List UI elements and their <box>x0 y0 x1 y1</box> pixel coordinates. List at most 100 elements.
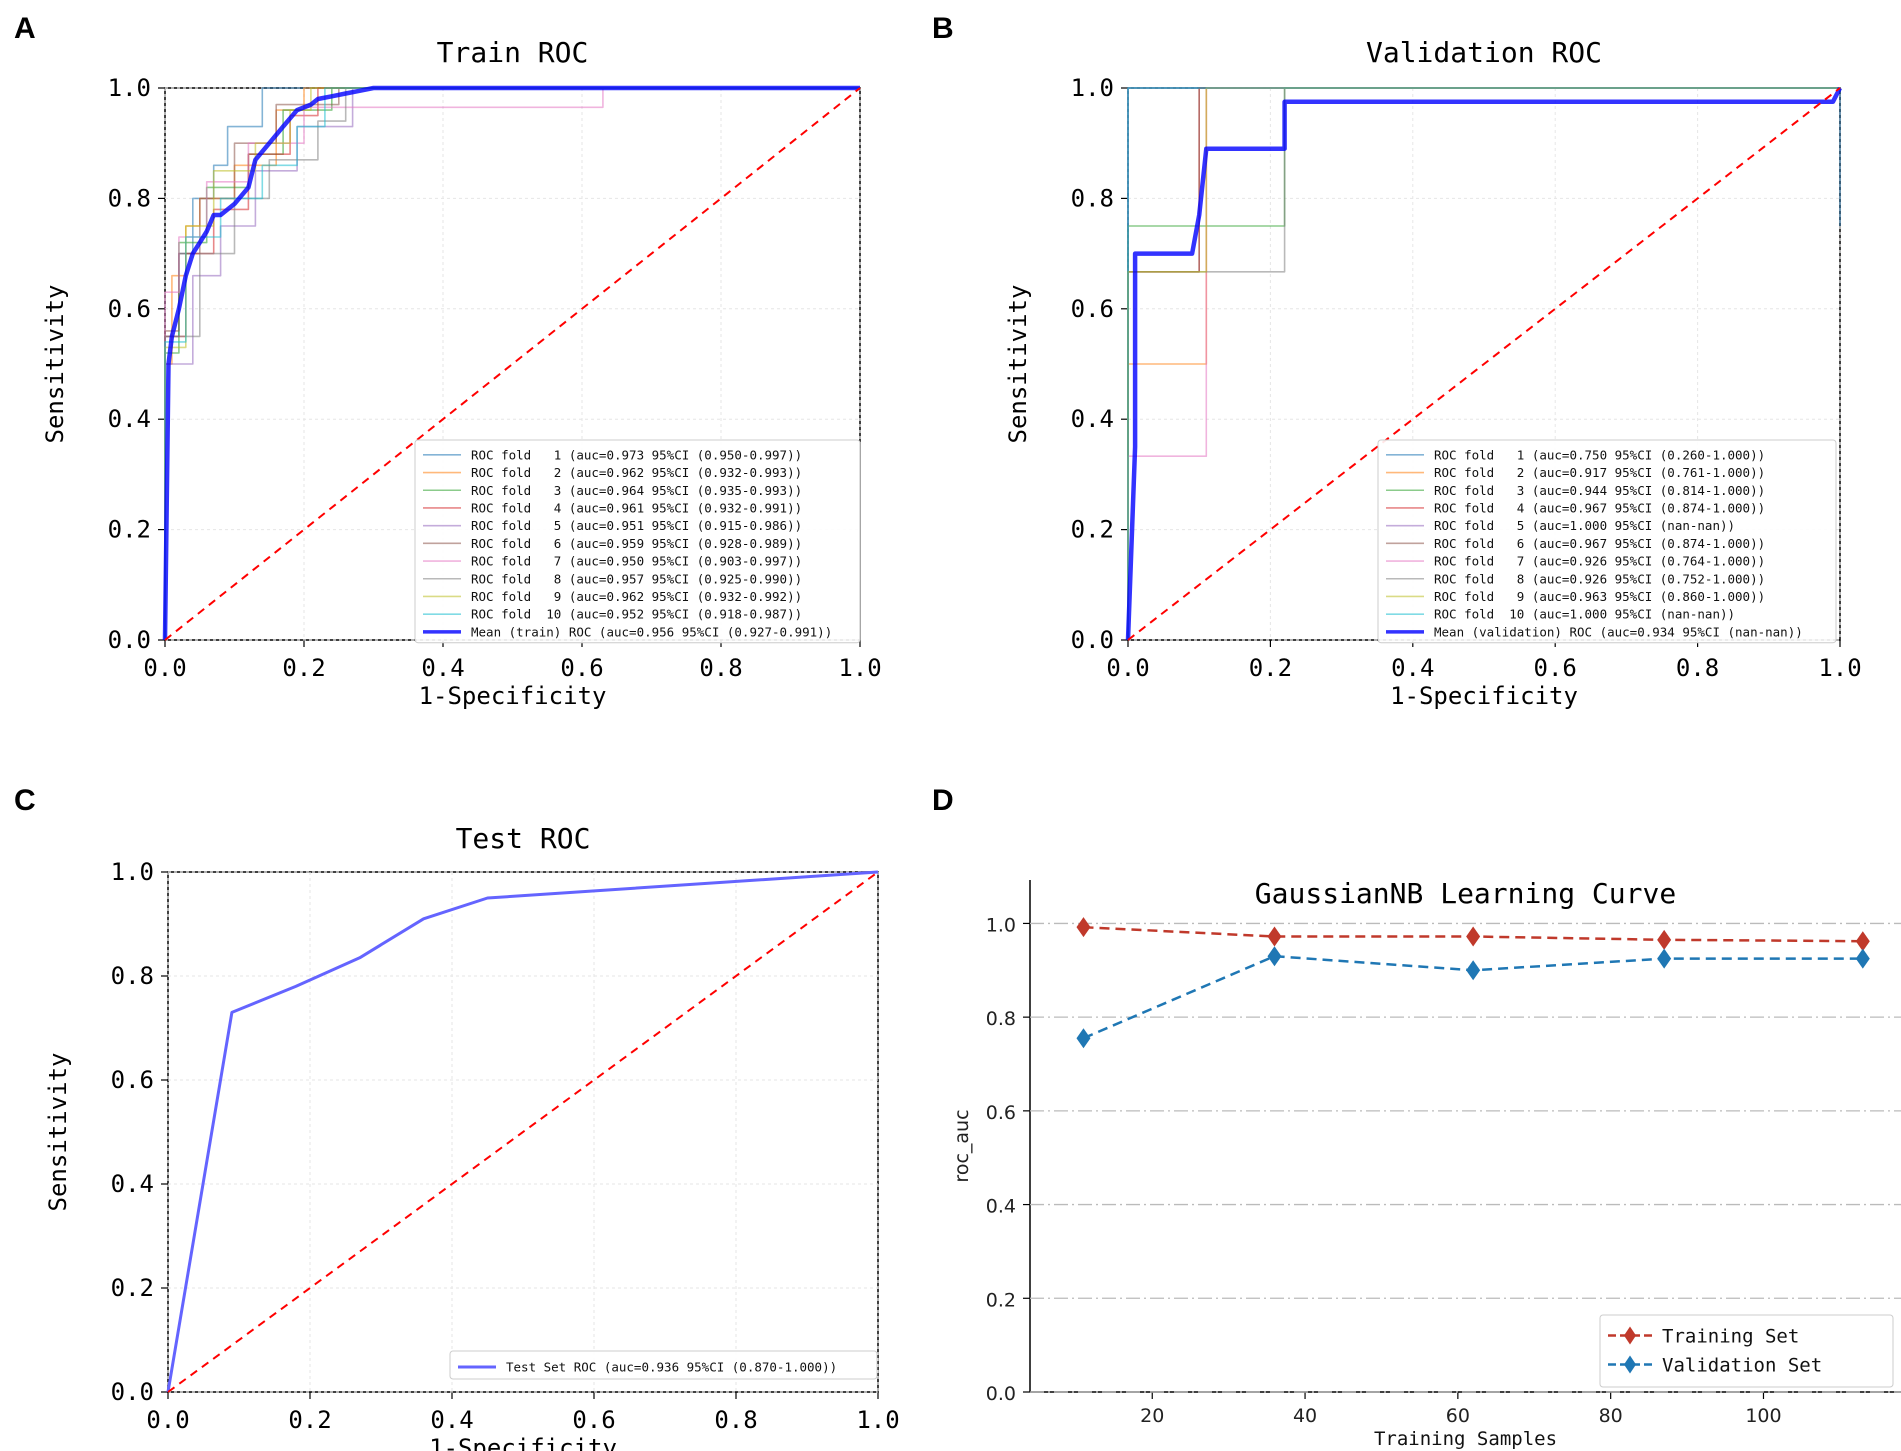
legend-box <box>1377 439 1837 644</box>
data-point-marker <box>1267 946 1282 967</box>
legend-entry-label: ROC fold 2 (auc=0.962 95%CI (0.932-0.993… <box>471 465 802 480</box>
x-tick-label: 0.0 <box>143 654 186 682</box>
legend-entry-label: Training Set <box>1662 1326 1799 1348</box>
y-tick-label: 1.0 <box>986 914 1016 936</box>
y-tick-label: 0.0 <box>111 1378 154 1406</box>
x-tick-label: 0.4 <box>421 654 464 682</box>
legend-entry-label: ROC fold 7 (auc=0.950 95%CI (0.903-0.997… <box>471 554 802 569</box>
chance-line <box>167 871 879 1393</box>
y-tick-label: 0.8 <box>108 184 151 212</box>
panel-letter-d: D <box>932 784 954 817</box>
data-point-marker <box>1466 926 1481 947</box>
legend-box <box>1599 1314 1894 1388</box>
data-point-marker <box>1855 948 1870 969</box>
chart-title: Train ROC <box>437 36 589 69</box>
chance-line <box>1127 87 1841 641</box>
y-tick-label: 0.2 <box>111 1274 154 1302</box>
legend-entry-label: ROC fold 10 (auc=0.952 95%CI (0.918-0.98… <box>471 607 802 622</box>
x-tick-label: 0.8 <box>1676 654 1719 682</box>
validation-roc-chart: Validation ROC 0.0 0.2 0.4 0.6 0.8 1.0 0.0 0.2 0.… <box>1004 36 1862 710</box>
legend-entry-label: ROC fold 3 (auc=0.964 95%CI (0.935-0.993… <box>471 483 802 498</box>
x-tick-label: 0.8 <box>699 654 742 682</box>
legend-entry-label: ROC fold 8 (auc=0.926 95%CI (0.752-1.000… <box>1434 571 1765 586</box>
panel-letter-b: B <box>932 12 954 45</box>
y-tick-label: 0.8 <box>986 1008 1016 1030</box>
x-tick-label: 0.0 <box>146 1406 189 1434</box>
mean-roc-line <box>162 85 860 641</box>
legend-entry-label: ROC fold 5 (auc=0.951 95%CI (0.915-0.986… <box>471 518 802 533</box>
y-axis-label: Sensitivity <box>44 1053 72 1212</box>
chance-line <box>164 87 861 641</box>
y-tick-label: 0.6 <box>1071 295 1114 323</box>
x-tick-label: 1.0 <box>1818 654 1861 682</box>
data-point-marker <box>1076 1028 1091 1049</box>
legend-entry-label: ROC fold 5 (auc=1.000 95%CI (nan-nan)) <box>1434 518 1735 533</box>
legend-entry-label: Test Set ROC (auc=0.936 95%CI (0.870-1.0… <box>506 1360 837 1375</box>
test-roc-line <box>166 870 879 1393</box>
x-tick-label: 20 <box>1140 1405 1164 1427</box>
x-tick-label: 0.6 <box>560 654 603 682</box>
y-tick-label: 0.6 <box>111 1066 154 1094</box>
y-tick-label: 0.4 <box>1071 405 1114 433</box>
legend-entry-label: Validation Set <box>1662 1355 1822 1377</box>
legend-entry-label: ROC fold 7 (auc=0.926 95%CI (0.764-1.000… <box>1434 554 1765 569</box>
panel-letter-c: C <box>14 784 36 817</box>
x-tick-label: 0.6 <box>1534 654 1577 682</box>
legend-box <box>414 439 861 644</box>
chart-title: GaussianNB Learning Curve <box>1255 877 1676 910</box>
roc-fold-line <box>164 87 860 640</box>
legend-entry-label: ROC fold 2 (auc=0.917 95%CI (0.761-1.000… <box>1434 465 1765 480</box>
x-tick-label: 0.4 <box>1391 654 1434 682</box>
learning-curve-chart: GaussianNB Learning Curve 20 40 60 80 100 0.0 0… <box>951 877 1901 1450</box>
legend-entry-label: Mean (train) ROC (auc=0.956 95%CI (0.927… <box>471 624 832 639</box>
x-tick-label: 0.4 <box>430 1406 473 1434</box>
data-point-marker <box>1267 926 1282 947</box>
y-tick-label: 0.2 <box>1071 516 1114 544</box>
x-tick-label: 0.2 <box>288 1406 331 1434</box>
roc-fold-line <box>164 87 860 640</box>
roc-fold-line <box>164 87 860 640</box>
y-tick-label: 0.0 <box>1071 626 1114 654</box>
x-axis-label: 1-Specificity <box>429 1434 617 1451</box>
x-tick-label: 0.0 <box>1106 654 1149 682</box>
legend-entry-label: ROC fold 10 (auc=1.000 95%CI (nan-nan)) <box>1434 607 1735 622</box>
legend-entry-label: ROC fold 3 (auc=0.944 95%CI (0.814-1.000… <box>1434 483 1765 498</box>
x-tick-label: 0.8 <box>714 1406 757 1434</box>
test-roc-chart: Test ROC 0.0 0.2 0.4 0.6 0.8 1.0 0.0 0.2 0.4 0.6 0.… <box>44 822 900 1451</box>
x-tick-label: 0.2 <box>1249 654 1292 682</box>
y-tick-label: 1.0 <box>108 74 151 102</box>
legend-entry-label: ROC fold 1 (auc=0.973 95%CI (0.950-0.997… <box>471 447 802 462</box>
roc-fold-line <box>1127 87 1840 640</box>
legend-entry-label: ROC fold 9 (auc=0.962 95%CI (0.932-0.992… <box>471 589 802 604</box>
train-roc-chart: Train ROC 0.0 0.2 0.4 0.6 0.8 1.0 0.0 0.2 0.4 0.6 0… <box>41 36 882 710</box>
x-axis-label: Training Samples <box>1374 1428 1557 1450</box>
data-point-marker <box>1076 917 1091 938</box>
y-tick-label: 1.0 <box>111 858 154 886</box>
legend-entry-label: ROC fold 9 (auc=0.963 95%CI (0.860-1.000… <box>1434 589 1765 604</box>
data-point-marker <box>1657 948 1672 969</box>
legend-swatch-marker <box>1624 1326 1636 1345</box>
chart-title: Test ROC <box>456 822 591 855</box>
y-axis-label: Sensitivity <box>1004 285 1032 444</box>
data-point-marker <box>1466 960 1481 981</box>
x-tick-label: 60 <box>1446 1405 1470 1427</box>
y-tick-label: 0.4 <box>108 405 151 433</box>
x-tick-label: 1.0 <box>838 654 881 682</box>
y-tick-label: 0.6 <box>986 1102 1016 1124</box>
x-axis-label: 1-Specificity <box>1390 682 1578 710</box>
legend-box <box>449 1350 878 1380</box>
y-tick-label: 1.0 <box>1071 74 1114 102</box>
mean-roc-line <box>1125 86 1843 641</box>
y-axis-label: Sensitivity <box>41 285 69 444</box>
y-tick-label: 0.0 <box>986 1383 1016 1405</box>
x-tick-label: 1.0 <box>856 1406 899 1434</box>
x-axis-label: 1-Specificity <box>419 682 607 710</box>
legend-swatch-marker <box>1624 1355 1636 1374</box>
roc-fold-line <box>164 87 860 640</box>
legend-entry-label: ROC fold 6 (auc=0.967 95%CI (0.874-1.000… <box>1434 536 1765 551</box>
legend-entry-label: ROC fold 8 (auc=0.957 95%CI (0.925-0.990… <box>471 571 802 586</box>
x-tick-label: 0.2 <box>282 654 325 682</box>
y-tick-label: 0.0 <box>108 626 151 654</box>
panel-letter-a: A <box>14 12 36 45</box>
